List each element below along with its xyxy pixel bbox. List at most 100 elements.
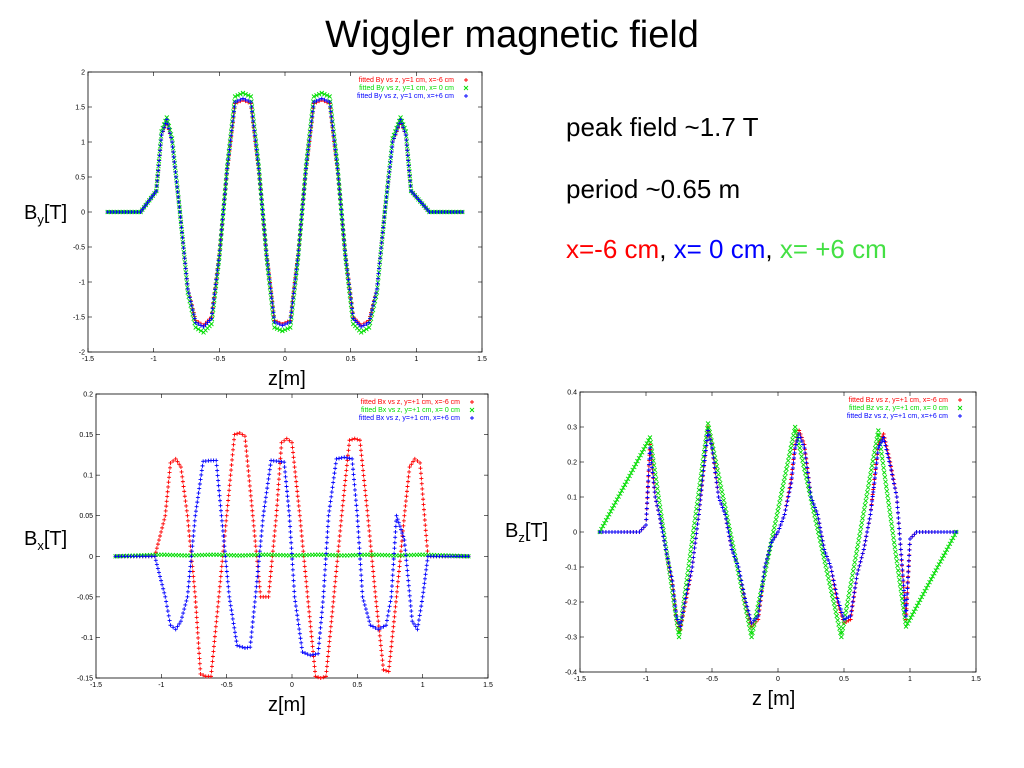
bz-data-point [669,574,674,579]
bz-data-point [745,604,750,609]
bz-data-point [645,490,650,494]
by-data-point [297,232,302,237]
by-data-point [373,291,378,296]
by-data-point [304,166,309,171]
by-data-point [423,205,428,210]
bx-data-point [366,615,371,620]
bz-data-point [824,554,829,559]
bx-data-point [273,518,278,523]
bz-data-point [785,458,791,463]
by-data-point [196,322,201,326]
bz-data-point [630,467,636,473]
bx-data-point [287,519,292,524]
bz-data-point [792,424,798,430]
bz-data-point [675,617,680,622]
bz-data-point [664,552,669,556]
bx-data-point [294,484,299,489]
bx-data-point [175,624,180,629]
bz-data-point [872,481,877,485]
bz-data-point [679,619,684,624]
bz-data-point [781,516,786,520]
by-data-point [217,253,222,258]
bz-data-point [628,470,634,476]
bx-data-point [330,609,335,614]
bx-data-point [284,484,289,489]
bz-data-point [816,516,821,521]
bx-data-point [184,503,189,508]
bz-data-point [883,479,888,485]
bz-data-point [754,609,760,615]
bz-data-point [702,458,707,463]
bx-data-point [250,508,255,513]
bx-legend-label: fitted Bx vs z, y=+1 cm, x=+6 cm [359,415,460,422]
by-data-point [269,291,274,296]
bx-data-point [211,649,216,654]
bx-data-point [292,465,297,470]
by-axis-label: By[T] [24,202,67,227]
by-data-point [460,210,465,214]
bx-data-point [189,554,194,559]
bz-data-point [647,462,652,467]
bx-data-point [195,630,200,635]
bx-data-point [232,630,237,635]
by-data-point [297,243,302,248]
bz-data-point [881,432,886,436]
bx-data-point [336,549,341,554]
bx-label-main: B [24,528,38,550]
by-data-point [386,180,391,184]
bz-data-point [674,614,679,618]
bx-data-point [221,534,226,538]
bz-data-point [654,499,659,504]
by-data-point [403,133,408,137]
bz-data-point [747,612,752,617]
bx-data-point [338,528,343,533]
by-data-point [404,138,409,143]
bx-data-point [258,544,263,549]
bz-data-point [803,470,808,476]
bx-data-point [216,594,221,599]
bz-chart-svg: -1.5 -1 -0.5 0 0.5 1 1.5-0.4-0.3-0.2-0.100.10.… [565,390,981,684]
bx-data-point [398,549,403,554]
bz-data-point [762,565,767,569]
bz-data-point [688,544,694,550]
bx-data-point [219,564,224,569]
bx-data-point [288,529,293,534]
z-axis-label-top: z[m] [268,368,306,390]
by-data-point [260,207,265,212]
bz-data-point [892,486,897,490]
by-data-point [222,192,227,197]
by-data-point [268,286,273,291]
by-y-tick-label: -1.5 [73,315,85,322]
bz-data-point [680,610,685,615]
bz-data-point [825,571,830,577]
bz-data-point [809,495,813,499]
bz-data-point [662,538,667,543]
bx-data-point [292,460,297,465]
by-data-point [225,161,230,166]
bz-data-point [762,569,767,574]
bz-data-point [747,626,753,631]
bz-data-point [890,530,896,536]
bx-data-point [267,584,272,589]
by-data-point [340,217,345,222]
by-data-point [257,174,262,179]
by-data-point [261,222,266,227]
bx-data-point [332,584,337,589]
bx-data-point [320,600,325,605]
bz-data-point [771,525,777,531]
bx-data-point [259,534,264,538]
by-data-point [298,222,303,227]
by-data-point [404,143,409,148]
bx-data-point [362,602,367,607]
bx-data-point [240,432,245,437]
by-data-point [295,255,301,260]
bx-data-point [343,478,348,483]
bz-data-point [954,530,959,534]
by-data-point [216,258,221,263]
bz-data-point [661,534,666,539]
bz-data-point [697,507,702,512]
bx-data-point [401,518,406,523]
bz-data-point [893,549,898,555]
by-data-point [375,281,380,286]
bx-data-point [290,440,294,445]
